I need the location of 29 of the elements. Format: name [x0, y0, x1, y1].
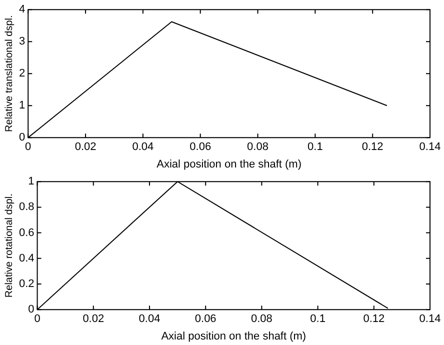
y-tick-label: 0.6 [18, 226, 34, 239]
y-axis-title: Relative translational dspl. [4, 15, 15, 132]
x-axis-title: Axial position on the shaft (m) [156, 158, 302, 170]
x-tick-label: 0.02 [82, 313, 104, 326]
x-tick-label: 0.06 [190, 141, 212, 154]
y-tick-label: 0.2 [18, 278, 34, 290]
x-tick-label: 0.14 [419, 141, 441, 154]
y-tick-label: 0.4 [18, 252, 34, 264]
x-tick-label: 0.1 [308, 141, 323, 154]
y-axis-title: Relative rotational dspl. [4, 194, 15, 298]
x-tick-label: 0.1 [310, 313, 326, 326]
x-tick-label: 0.12 [362, 141, 384, 154]
x-tick-label: 0.02 [74, 141, 96, 154]
x-tick-label: 0.08 [247, 141, 268, 154]
y-tick-label: 1 [18, 100, 26, 112]
x-tick-label: 0.12 [363, 313, 385, 326]
y-tick-label: 1 [28, 176, 34, 188]
x-tick-label: 0.04 [132, 141, 154, 154]
y-tick-label: 3 [18, 36, 26, 48]
x-tick-label: 0.14 [419, 313, 441, 326]
y-tick-label: 2 [18, 68, 26, 80]
y-tick-label: 0.8 [18, 201, 34, 214]
x-tick-label: 0.08 [250, 313, 272, 326]
y-tick-label: 0 [18, 132, 26, 144]
y-tick-label: 0 [28, 304, 34, 316]
y-tick-label: 4 [18, 4, 26, 16]
x-tick-label: 0.06 [194, 313, 216, 326]
x-tick-label: 0.04 [138, 313, 160, 326]
x-axis-title: Axial position on the shaft (m) [161, 330, 306, 342]
